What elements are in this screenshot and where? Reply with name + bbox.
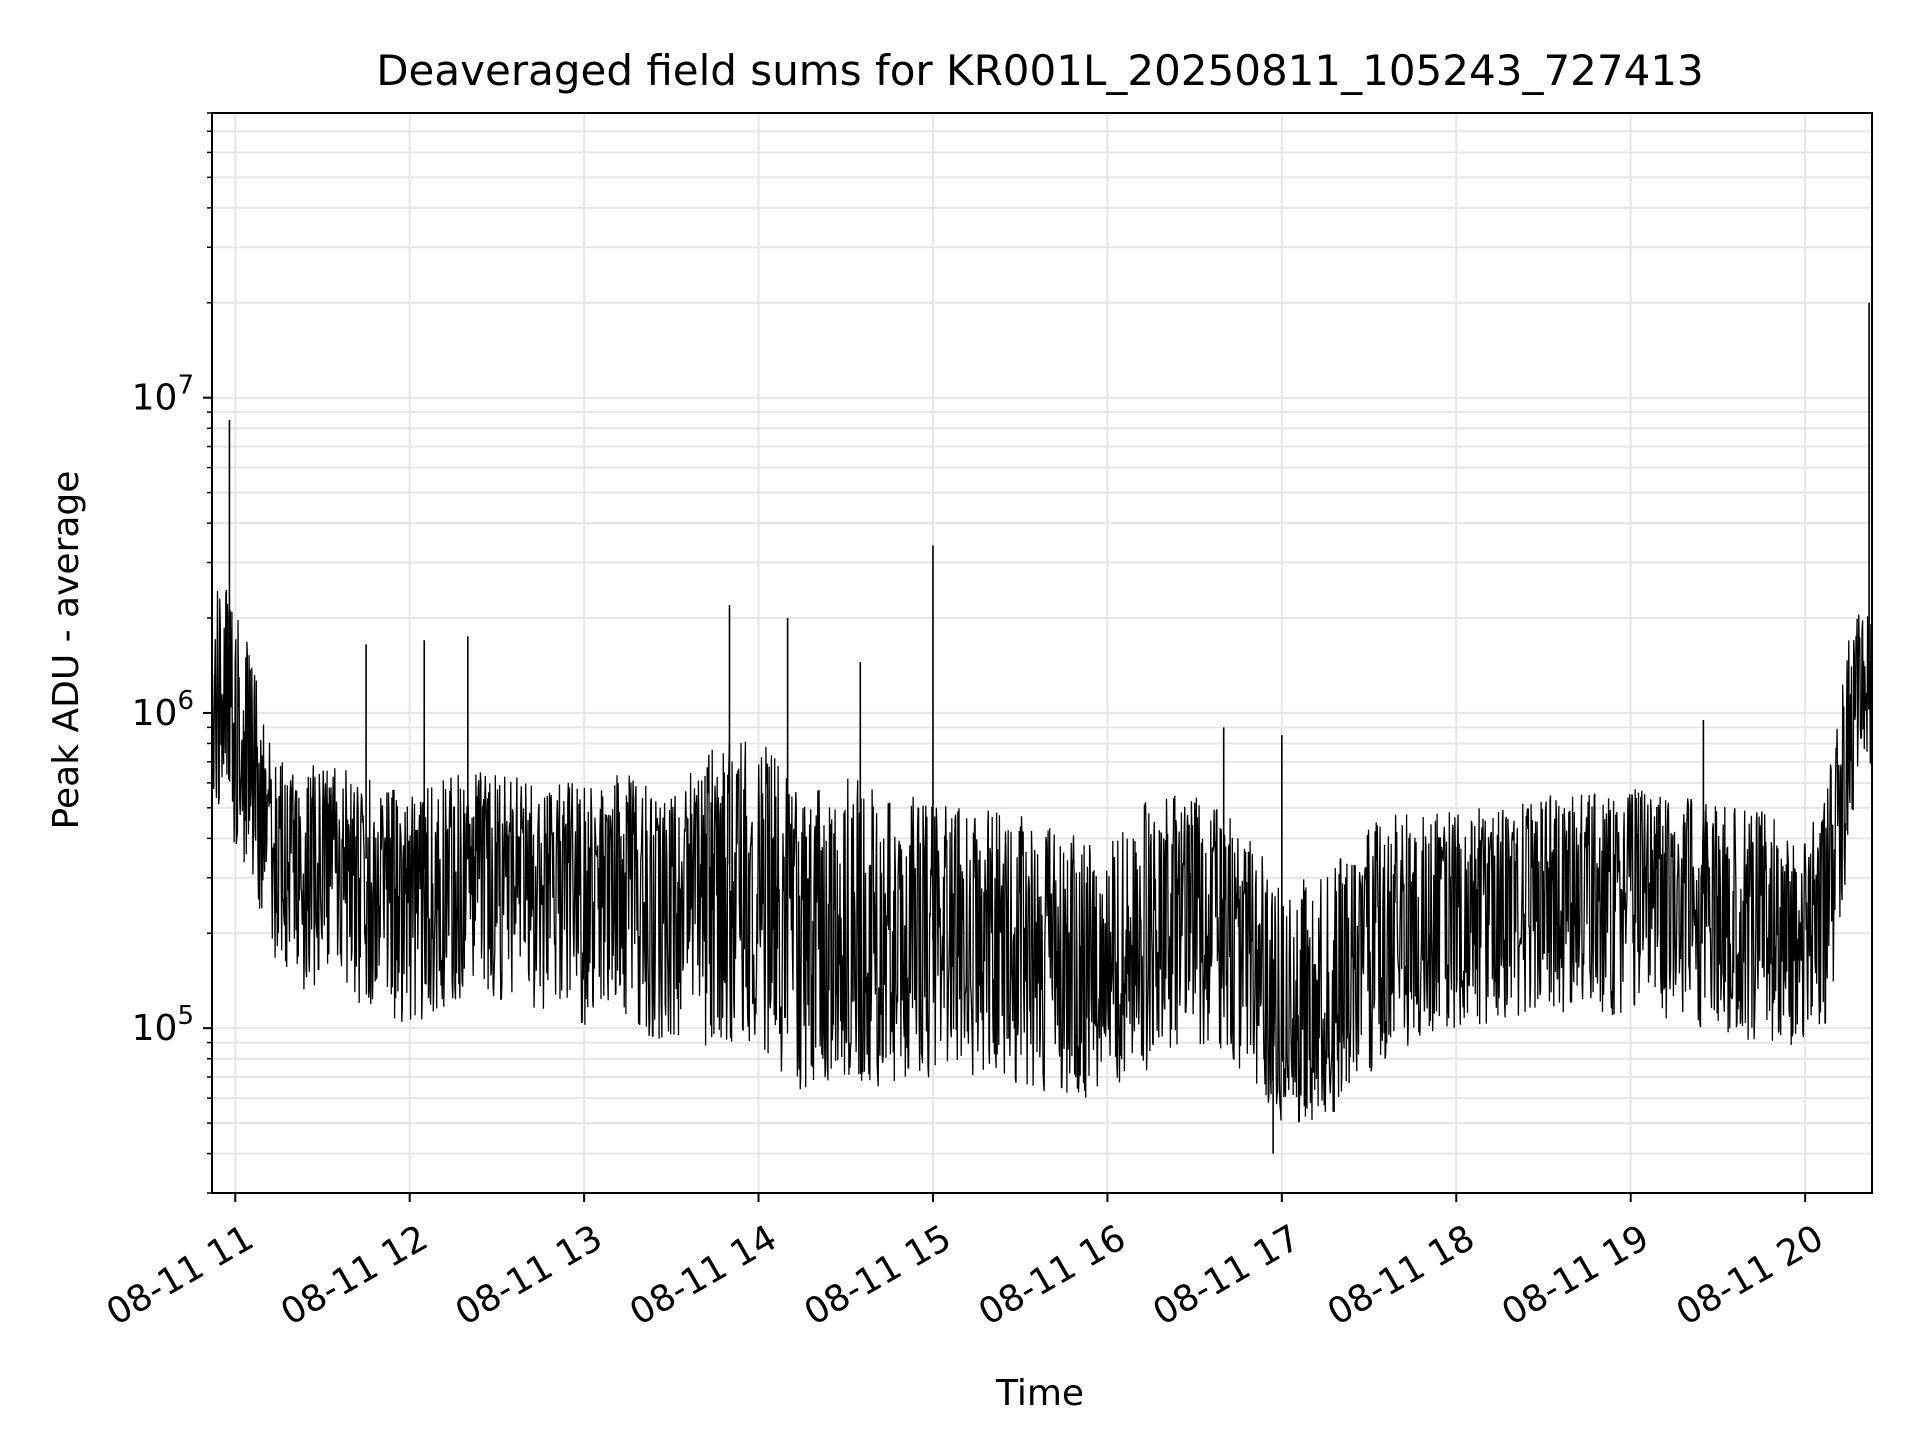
y-tick-label: 106 <box>132 686 194 734</box>
y-tick-label: 107 <box>132 371 194 419</box>
y-tick-label: 105 <box>132 1001 194 1049</box>
chart-title: Deaveraged field sums for KR001L_2025081… <box>376 46 1704 95</box>
series-trace <box>211 589 1873 1123</box>
x-axis-label: Time <box>995 1373 1084 1414</box>
data-series <box>211 302 1873 1154</box>
y-axis-label: Peak ADU - average <box>46 471 87 830</box>
plot-area-frame <box>211 112 1873 1194</box>
